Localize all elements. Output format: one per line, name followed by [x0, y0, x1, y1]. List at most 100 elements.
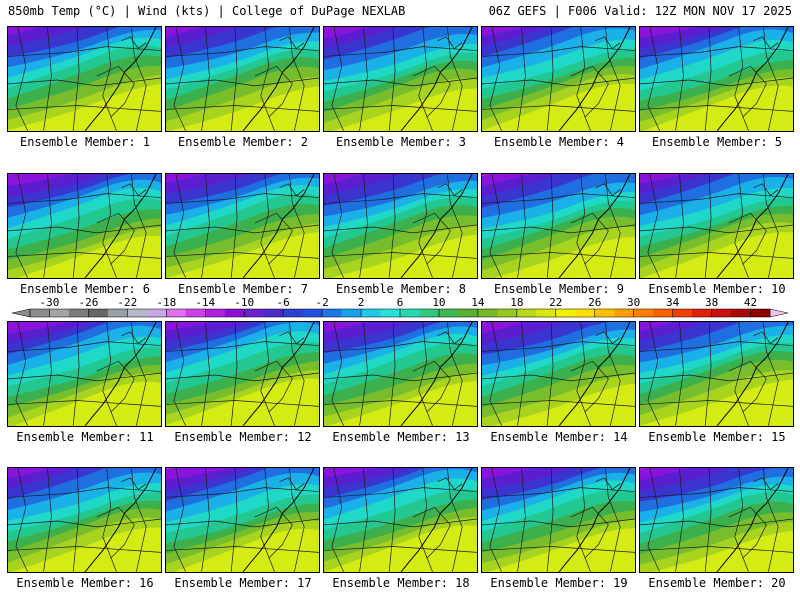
state-boundary-line: [260, 468, 275, 572]
colorbar-bin: [107, 309, 128, 317]
state-boundary-line: [675, 468, 684, 572]
state-boundary-line: [201, 468, 210, 572]
state-boundary-line: [546, 174, 554, 278]
state-boundary-line: [728, 360, 767, 413]
state-boundary-line: [324, 400, 477, 407]
map-canvas: [8, 322, 161, 426]
colorbar-tick-label: 22: [549, 296, 562, 309]
state-boundary-line: [96, 506, 135, 559]
state-boundary-line: [605, 322, 621, 426]
state-boundary-line: [734, 468, 749, 572]
map-canvas: [166, 322, 319, 426]
temperature-band: [482, 322, 526, 334]
state-boundary-line: [640, 400, 793, 407]
state-boundary-line: [570, 65, 609, 118]
coastline: [716, 27, 789, 131]
state-boundary-line: [8, 252, 161, 259]
ensemble-member-map: [165, 173, 320, 279]
temperature-band: [166, 174, 205, 184]
temperature-band: [482, 468, 534, 479]
state-boundary-line: [72, 468, 80, 572]
coastline: [242, 174, 315, 278]
state-boundary-line: [102, 174, 117, 278]
state-boundary-line: [230, 322, 238, 426]
ensemble-member-label: Ensemble Member: 5: [651, 135, 783, 149]
ensemble-member-label: Ensemble Member: 15: [648, 430, 786, 444]
colorbar-tick-label: 38: [705, 296, 718, 309]
state-boundary-line: [102, 468, 117, 572]
state-boundary-line: [173, 174, 187, 278]
ensemble-member-map: [7, 467, 162, 573]
state-boundary-line: [121, 477, 147, 491]
state-boundary-line: [230, 27, 238, 131]
ensemble-member-map: [323, 321, 478, 427]
ensemble-member-label: Ensemble Member: 7: [177, 282, 309, 296]
state-boundary-line: [43, 468, 52, 572]
colorbar-tick-label: -30: [40, 296, 60, 309]
ensemble-member-map: [481, 26, 636, 132]
state-boundary-line: [166, 400, 319, 407]
state-boundary-line: [166, 252, 319, 259]
coastline: [716, 468, 789, 572]
map-canvas: [640, 27, 793, 131]
coastline: [400, 174, 473, 278]
colorbar-bin: [224, 309, 245, 317]
state-boundary-line: [8, 372, 161, 382]
state-boundary-line: [437, 36, 463, 50]
temperature-band: [8, 27, 42, 36]
state-boundary-line: [254, 65, 293, 118]
state-boundary-line: [359, 27, 368, 131]
state-boundary-line: [447, 174, 463, 278]
coastline: [558, 27, 631, 131]
ensemble-member-map: [639, 26, 794, 132]
colorbar-bin: [555, 309, 576, 317]
state-boundary-line: [289, 322, 305, 426]
state-boundary-line: [728, 212, 767, 265]
coastline: [400, 322, 473, 426]
map-canvas: [8, 27, 161, 131]
state-boundary-line: [763, 27, 779, 131]
state-boundary-line: [595, 183, 621, 197]
colorbar-bin: [322, 309, 343, 317]
state-boundary-line: [324, 77, 477, 87]
state-boundary-line: [595, 36, 621, 50]
state-boundary-line: [640, 252, 793, 259]
map-canvas: [166, 27, 319, 131]
state-boundary-line: [166, 518, 319, 528]
ensemble-member-map: [7, 26, 162, 132]
ensemble-member-label: Ensemble Member: 4: [493, 135, 625, 149]
state-boundary-line: [675, 322, 684, 426]
colorbar-bin: [127, 309, 148, 317]
colorbar-bin: [536, 309, 557, 317]
state-boundary-line: [166, 224, 319, 234]
coastline: [558, 174, 631, 278]
state-boundary-line: [324, 372, 477, 382]
colorbar-bin: [263, 309, 284, 317]
ensemble-member-label: Ensemble Member: 13: [332, 430, 470, 444]
state-boundary-line: [230, 468, 238, 572]
colorbar-tick-label: 26: [588, 296, 601, 309]
state-boundary-line: [102, 27, 117, 131]
state-boundary-line: [640, 77, 793, 87]
map-canvas: [166, 468, 319, 572]
colorbar-bin: [88, 309, 109, 317]
temperature-band: [166, 468, 230, 481]
state-boundary-line: [324, 518, 477, 528]
state-boundary-line: [482, 372, 635, 382]
chart-title: 850mb Temp (°C) | Wind (kts) | College o…: [8, 4, 406, 18]
colorbar-bin: [458, 309, 479, 317]
state-boundary-line: [359, 322, 368, 426]
colorbar-bin: [731, 309, 752, 317]
state-boundary-line: [605, 174, 621, 278]
colorbar-tick-label: -2: [315, 296, 328, 309]
colorbar-bin: [166, 309, 187, 317]
state-boundary-line: [753, 331, 779, 345]
map-canvas: [324, 174, 477, 278]
state-boundary-line: [96, 360, 135, 413]
state-boundary-line: [388, 27, 396, 131]
temperature-band: [8, 174, 16, 176]
ensemble-member-map: [7, 321, 162, 427]
ensemble-member-map: [323, 26, 478, 132]
state-boundary-line: [201, 27, 210, 131]
state-boundary-line: [254, 212, 293, 265]
